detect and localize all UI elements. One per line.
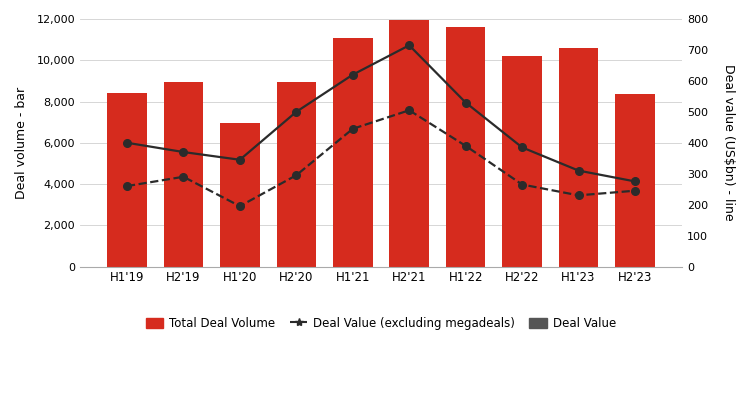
Bar	[220, 123, 260, 266]
Y-axis label: Deal value (US$bn) - line: Deal value (US$bn) - line	[722, 64, 735, 221]
Y-axis label: Deal volume - bar: Deal volume - bar	[15, 87, 28, 199]
Bar	[389, 20, 429, 266]
Legend: Total Deal Volume, Deal Value (excluding megadeals), Deal Value: Total Deal Volume, Deal Value (excluding…	[141, 312, 621, 335]
Bar	[333, 38, 373, 266]
Bar	[277, 82, 316, 266]
Bar	[164, 82, 203, 266]
Bar	[615, 94, 655, 266]
Bar	[503, 56, 542, 266]
Bar	[107, 93, 147, 266]
Bar	[559, 48, 598, 266]
Bar	[446, 27, 485, 266]
